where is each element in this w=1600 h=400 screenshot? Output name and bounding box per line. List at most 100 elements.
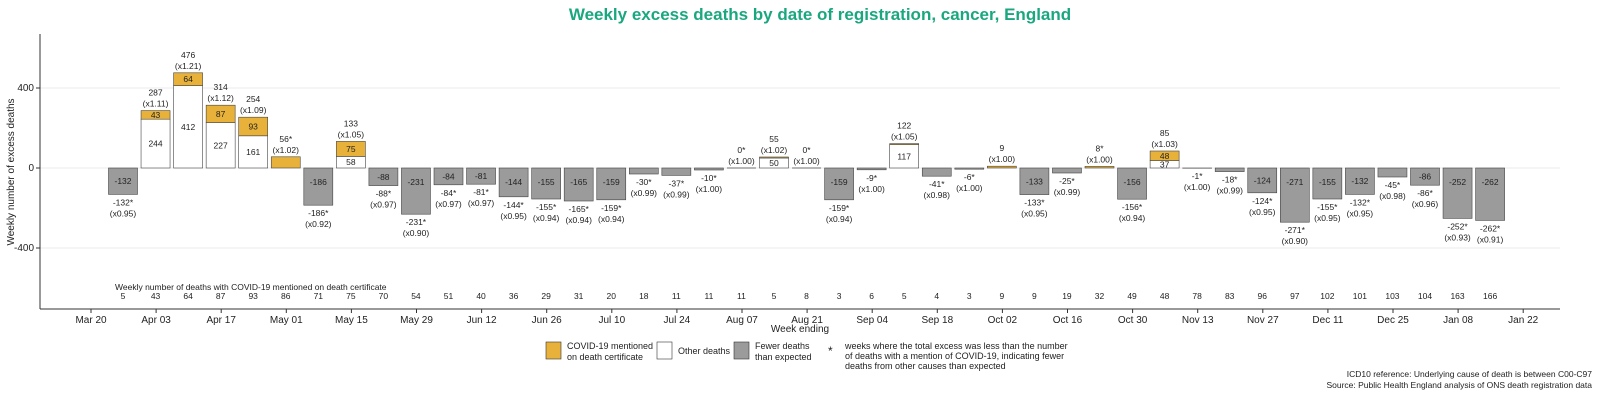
other-deaths-value: 58	[346, 157, 356, 167]
x-tick-label: Dec 11	[1312, 315, 1343, 326]
x-tick-label: Apr 03	[141, 315, 171, 326]
bar-bottom-label: -186*	[308, 208, 329, 218]
bar-bottom-label: -45*	[1385, 180, 1401, 190]
x-tick-label: Aug 21	[791, 315, 823, 326]
fewer-deaths-value: -159	[603, 177, 620, 187]
bar-bottom-ratio: (x0.99)	[663, 189, 690, 199]
x-tick-label: Jul 10	[598, 315, 625, 326]
bar-bottom-label: -132*	[113, 197, 134, 207]
covid-deaths-bar	[140, 110, 171, 120]
x-tick-label: Sep 18	[921, 315, 953, 326]
other-deaths-bar	[140, 118, 171, 169]
bar-top-label: 314	[214, 82, 228, 92]
covid-count: 29	[541, 291, 551, 301]
bar-bottom-ratio: (x1.00)	[696, 184, 723, 194]
covid-count: 32	[1095, 291, 1105, 301]
bar-bottom-ratio: (x0.92)	[305, 219, 332, 229]
covid-count: 87	[216, 291, 226, 301]
fewer-deaths-bar	[628, 167, 659, 175]
covid-deaths-bar	[205, 104, 236, 123]
legend: COVID-19 mentioned on death certificate …	[545, 341, 1068, 371]
bar-top-ratio: (x1.00)	[989, 154, 1016, 164]
fewer-deaths-bar	[1214, 167, 1245, 172]
legend-fewer-swatch	[733, 341, 750, 360]
x-axis-label: Week ending	[771, 324, 829, 335]
fewer-deaths-bar	[1475, 167, 1505, 221]
fewer-deaths-bar	[1019, 167, 1050, 195]
bar-top-ratio: (x1.02)	[273, 145, 300, 155]
bar-bottom-ratio: (x0.94)	[826, 214, 853, 224]
bar-bottom-label: -159*	[829, 203, 850, 213]
bar-bottom-label: -144*	[503, 200, 524, 210]
covid-count: 83	[1225, 291, 1235, 301]
fewer-deaths-value: -252	[1449, 177, 1466, 187]
fewer-deaths-value: -86	[1419, 172, 1432, 182]
x-tick-label: Nov 27	[1247, 315, 1279, 326]
other-deaths-value: 227	[214, 140, 228, 150]
covid-count: 5	[121, 291, 126, 301]
fewer-deaths-bar	[401, 167, 431, 215]
other-deaths-value: 117	[897, 151, 911, 161]
bar-bottom-ratio: (x0.93)	[1444, 232, 1471, 242]
fewer-deaths-value: -156	[1124, 177, 1141, 187]
bar-bottom-ratio: (x0.96)	[1412, 199, 1439, 209]
bar-bottom-ratio: (x0.97)	[468, 198, 495, 208]
bar-top-ratio: (x1.12)	[207, 93, 234, 103]
bar-bottom-ratio: (x1.00)	[858, 184, 885, 194]
legend-star-text-2: of deaths with a mention of COVID-19, in…	[845, 351, 1064, 361]
covid-count: 36	[509, 291, 519, 301]
x-tick-label: Apr 17	[206, 315, 236, 326]
fewer-deaths-bar	[596, 167, 627, 201]
bar-top-ratio: (x1.00)	[793, 156, 820, 166]
fewer-deaths-value: -262	[1482, 177, 1499, 187]
fewer-deaths-value: -124	[1254, 175, 1271, 185]
covid-count: 19	[1062, 291, 1072, 301]
chart-title: Weekly excess deaths by date of registra…	[569, 5, 1071, 24]
y-axis-label: Weekly number of excess deaths	[6, 98, 17, 245]
x-axis: Week ending Mar 20 Apr 03 Apr 17 May 01 May …	[40, 308, 1560, 335]
bar-bottom-label: -84*	[441, 188, 457, 198]
fewer-deaths-bar	[954, 167, 985, 170]
covid-deaths-value: 93	[248, 122, 258, 132]
covid-count: 166	[1483, 291, 1497, 301]
legend-fewer-label-1: Fewer deaths	[755, 341, 810, 351]
covid-count: 75	[346, 291, 356, 301]
bar-top-label: 122	[897, 121, 911, 131]
legend-star-symbol: *	[828, 344, 833, 358]
bar-bottom-label: -132*	[1350, 197, 1371, 207]
covid-count: 104	[1418, 291, 1432, 301]
x-tick-label: May 15	[335, 315, 368, 326]
covid-deaths-value: 75	[346, 144, 356, 154]
fewer-deaths-bar	[108, 167, 138, 195]
fewer-deaths-bar	[466, 167, 496, 185]
legend-fewer-label-2: than expected	[755, 352, 812, 362]
fewer-deaths-bar	[433, 167, 464, 186]
legend-other-label: Other deaths	[678, 346, 731, 356]
fewer-deaths-bar	[563, 167, 594, 202]
fewer-deaths-bar	[694, 167, 724, 171]
bar-bottom-ratio: (x0.91)	[1477, 234, 1504, 244]
covid-count: 97	[1290, 291, 1300, 301]
fewer-deaths-value: -186	[310, 177, 327, 187]
x-tick-label: Dec 25	[1377, 315, 1409, 326]
bar-labels: -132-132*(x0.95)24443287(x1.11)41264476(…	[110, 50, 1504, 246]
bar-bottom-label: -155*	[536, 202, 557, 212]
bar-bottom-ratio: (x0.90)	[1282, 236, 1309, 246]
bar-bottom-label: -86*	[1417, 188, 1433, 198]
covid-count: 86	[281, 291, 291, 301]
covid-deaths-bar	[336, 141, 366, 157]
other-deaths-bar	[173, 85, 203, 169]
fewer-deaths-bar	[856, 167, 887, 171]
bar-bottom-label: -165*	[569, 204, 590, 214]
covid-count: 18	[639, 291, 649, 301]
legend-star-text-1: weeks where the total excess was less th…	[844, 341, 1068, 351]
bar-bottom-ratio: (x0.97)	[435, 199, 462, 209]
covid-count: 3	[967, 291, 972, 301]
footer: ICD10 reference: Underlying cause of dea…	[1326, 369, 1592, 390]
fewer-deaths-bar	[531, 167, 561, 200]
fewer-deaths-value: -159	[831, 177, 848, 187]
covid-deaths-bar	[1084, 166, 1115, 169]
legend-covid-label-1: COVID-19 mentioned	[567, 341, 653, 351]
other-deaths-value: 244	[148, 139, 162, 149]
bar-bottom-ratio: (x0.95)	[1314, 213, 1341, 223]
